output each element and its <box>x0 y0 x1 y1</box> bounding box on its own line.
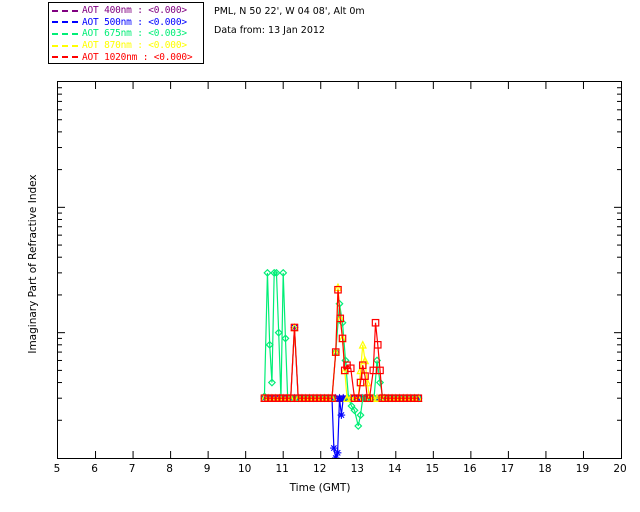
y-axis-title: Imaginary Part of Refractive Index <box>27 174 39 354</box>
x-tick-label: 7 <box>128 463 136 475</box>
x-tick-label: 11 <box>275 463 289 475</box>
legend-line-icon <box>52 44 78 47</box>
series-aot-500nm <box>260 323 423 458</box>
legend-item-1020nm: AOT 1020nm : <0.000> <box>52 51 200 63</box>
x-tick-label: 12 <box>313 463 327 475</box>
x-tick-label: 10 <box>237 463 252 475</box>
plot-canvas <box>58 82 621 458</box>
x-tick-label: 18 <box>538 463 552 475</box>
legend-item-400nm: AOT 400nm : <0.000> <box>52 5 200 17</box>
x-tick-label: 5 <box>53 463 61 475</box>
legend-item-label: AOT 400nm : <0.000> <box>82 5 187 17</box>
legend-item-label: AOT 870nm : <0.000> <box>82 40 187 52</box>
x-tick-label: 16 <box>463 463 477 475</box>
legend-line-icon <box>52 32 78 35</box>
legend: AOT 400nm : <0.000> AOT 500nm : <0.000> AO… <box>48 2 204 64</box>
series-aot-675nm <box>260 268 423 431</box>
legend-item-label: AOT 1020nm : <0.000> <box>82 51 193 63</box>
legend-item-870nm: AOT 870nm : <0.000> <box>52 40 200 52</box>
chart-subtitle: Data from: 13 Jan 2012 <box>214 25 325 36</box>
x-tick-label: 8 <box>166 463 173 475</box>
x-axis-title: Time (GMT) <box>289 482 351 494</box>
legend-item-label: AOT 675nm : <0.003> <box>82 28 187 40</box>
x-tick-label: 17 <box>500 463 515 475</box>
legend-line-icon <box>52 21 78 24</box>
legend-item-500nm: AOT 500nm : <0.000> <box>52 17 200 29</box>
legend-item-675nm: AOT 675nm : <0.003> <box>52 28 200 40</box>
x-tick-label: 9 <box>203 463 211 475</box>
series-aot-1020nm <box>260 285 423 403</box>
chart-title: PML, N 50 22', W 04 08', Alt 0m <box>214 6 365 17</box>
legend-line-icon <box>52 56 78 59</box>
x-tick-label: 15 <box>425 463 440 475</box>
x-tick-label: 14 <box>388 463 402 475</box>
x-tick-label: 20 <box>613 463 627 475</box>
x-tick-label: 6 <box>91 463 98 475</box>
x-tick-label: 19 <box>575 463 590 475</box>
plot-area <box>57 81 622 459</box>
legend-line-icon <box>52 9 78 12</box>
x-tick-label: 13 <box>350 463 364 475</box>
legend-item-label: AOT 500nm : <0.000> <box>82 16 187 28</box>
